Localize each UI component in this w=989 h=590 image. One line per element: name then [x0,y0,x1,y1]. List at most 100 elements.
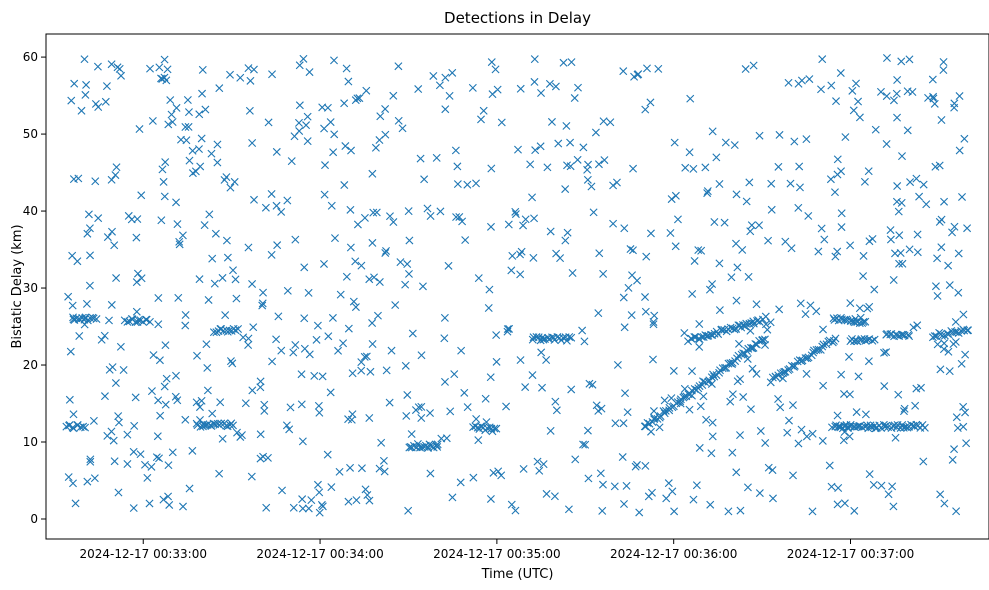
data-point [950,445,959,454]
data-point [456,478,465,487]
data-point [340,99,349,108]
data-point [964,326,973,335]
data-point [961,408,970,417]
data-point [298,437,307,446]
data-point [64,292,73,301]
data-point [940,197,949,206]
data-point [768,494,777,503]
data-point [445,91,454,100]
data-point [64,473,73,482]
data-point [508,251,517,260]
data-point [671,242,680,251]
data-point [363,491,372,499]
data-point [302,121,311,130]
data-point [100,392,109,401]
data-point [507,266,516,275]
data-point [620,323,629,332]
data-point [368,169,377,178]
data-point [583,175,592,184]
data-point [172,198,181,207]
data-point [457,346,466,355]
data-point [497,471,506,480]
data-point [108,227,116,236]
data-point [913,321,922,330]
x-tick-label: 2024-12-17 00:36:00 [610,547,737,561]
data-point [588,380,597,389]
data-point [829,314,838,323]
y-tick-label: 20 [23,358,38,372]
data-point [460,388,469,397]
data-point [804,211,813,220]
data-point [241,399,250,408]
data-point [767,179,776,188]
data-point [326,388,335,397]
data-point [839,436,848,445]
data-point [852,79,861,88]
data-point [81,423,90,432]
data-point [318,502,327,511]
data-point [854,372,863,381]
data-point [244,340,253,349]
data-point [752,369,761,378]
data-point [703,187,712,196]
data-point [952,328,961,337]
data-point [755,131,764,140]
data-point [900,404,909,413]
data-point [690,256,699,265]
data-point [226,357,235,366]
data-point [650,311,659,320]
data-point [203,386,212,395]
data-point [662,494,671,503]
data-point [342,64,351,73]
data-point [201,105,210,114]
data-point [635,508,644,517]
data-point [489,468,498,477]
data-point [468,83,477,92]
data-point [179,502,188,511]
data-point [736,431,745,440]
data-point [327,483,336,492]
data-point [581,440,590,449]
data-point [628,246,637,255]
data-point [116,342,125,351]
data-point [864,357,873,366]
data-point [136,450,145,459]
y-tick-label: 60 [23,50,38,64]
data-point [172,103,181,112]
data-point [695,382,704,391]
data-point [830,188,839,197]
data-point [618,453,627,462]
data-point [861,317,870,326]
data-point [705,285,714,294]
data-point [546,426,555,435]
data-point [735,339,743,348]
data-point [82,299,91,308]
data-point [71,499,80,508]
data-point [690,333,699,342]
data-point [295,101,304,110]
data-point [950,222,959,231]
data-point [230,177,239,186]
data-point [283,286,292,295]
data-point [82,80,91,89]
data-point [528,335,537,344]
data-point [86,457,95,466]
data-point [939,66,948,75]
data-point [685,148,694,157]
data-point [708,432,717,441]
data-point [103,233,112,242]
data-point [401,361,410,370]
data-point [573,155,582,164]
data-point [348,369,357,378]
x-tick-label: 2024-12-17 00:33:00 [80,547,207,561]
data-point [341,142,350,151]
data-point [790,137,799,146]
data-point [174,293,183,302]
data-point [641,293,650,302]
data-point [880,348,889,357]
data-point [952,507,961,516]
data-point [110,457,119,466]
data-point [274,312,283,321]
data-point [248,386,257,395]
data-point [574,83,582,92]
